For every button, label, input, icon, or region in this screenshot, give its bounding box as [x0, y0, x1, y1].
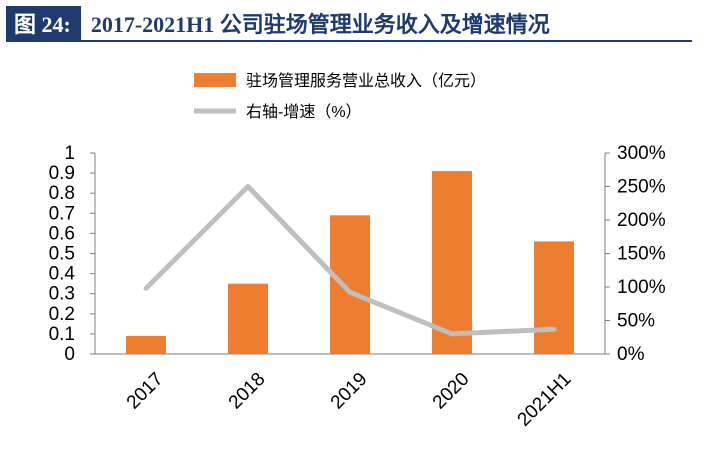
- y-right-tick-label: 250%: [617, 177, 666, 198]
- x-tick-label: 2018: [225, 369, 270, 414]
- figure-title: 2017-2021H1 公司驻场管理业务收入及增速情况: [81, 6, 550, 40]
- bar-revenue: [126, 336, 166, 354]
- x-tick-label: 2021H1: [514, 369, 576, 431]
- legend-label-line: 右轴-增速（%）: [246, 103, 362, 121]
- y-left-tick-label: 0.2: [49, 304, 75, 325]
- y-right-tick-label: 200%: [617, 210, 666, 231]
- legend-label-bar: 驻场管理服务营业总收入（亿元）: [246, 72, 486, 90]
- figure-header: 图 24: 2017-2021H1 公司驻场管理业务收入及增速情况: [6, 6, 692, 42]
- y-left-tick-label: 0.8: [49, 183, 75, 204]
- y-right-tick-label: 0%: [617, 344, 645, 365]
- bar-revenue: [534, 241, 574, 354]
- y-left-tick-label: 0.7: [49, 203, 75, 224]
- x-tick-label: 2019: [327, 369, 372, 414]
- y-left-tick-label: 0.6: [49, 223, 75, 244]
- y-left-tick-label: 0.9: [49, 163, 75, 184]
- bar-revenue: [228, 284, 268, 354]
- y-left-tick-label: 0.3: [49, 284, 75, 305]
- legend-swatch-bar: [194, 73, 236, 87]
- y-right-tick-label: 50%: [617, 311, 655, 332]
- y-left-tick-label: 0.5: [49, 244, 75, 265]
- combo-chart: 驻场管理服务营业总收入（亿元）右轴-增速（%）00.10.20.30.40.50…: [0, 40, 708, 453]
- y-left-tick-label: 0.1: [49, 324, 75, 345]
- y-right-tick-label: 300%: [617, 143, 666, 164]
- x-tick-label: 2020: [429, 369, 474, 414]
- bar-revenue: [330, 215, 370, 354]
- x-tick-label: 2017: [123, 369, 168, 414]
- y-left-tick-label: 0: [64, 344, 75, 365]
- y-right-tick-label: 150%: [617, 244, 666, 265]
- y-left-tick-label: 0.4: [49, 264, 76, 285]
- figure-label: 图 24:: [6, 6, 81, 40]
- y-right-tick-label: 100%: [617, 277, 666, 298]
- y-left-tick-label: 1: [64, 143, 75, 164]
